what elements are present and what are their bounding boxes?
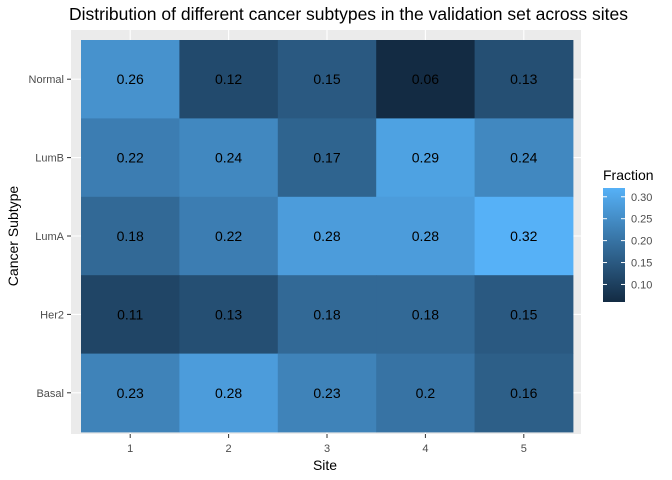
heatmap-cell [376, 275, 475, 354]
legend-tick-label: 0.10 [631, 279, 652, 291]
heatmap-cell [81, 40, 180, 119]
cell-value-label: 0.2 [416, 385, 436, 401]
x-tick-label: 5 [521, 443, 527, 455]
y-axis-title: Cancer Subtype [5, 186, 21, 287]
heatmap-cell [179, 353, 279, 433]
cell-value-label: 0.23 [313, 385, 340, 401]
heatmap-cell [81, 118, 180, 198]
heatmap-cell [277, 196, 377, 276]
legend-color-bar [603, 188, 625, 302]
y-tick-label: Normal [29, 74, 64, 86]
heatmap-cell [474, 196, 574, 276]
cell-value-label: 0.24 [510, 150, 537, 166]
x-axis-title: Site [313, 457, 337, 473]
heatmap-cell [81, 353, 180, 433]
cell-value-label: 0.06 [412, 71, 439, 87]
y-tick-label: Basal [36, 388, 64, 400]
cell-value-label: 0.22 [117, 150, 144, 166]
heatmap-cell [81, 196, 180, 276]
cell-value-label: 0.15 [313, 71, 340, 87]
cell-value-label: 0.18 [412, 306, 439, 322]
heatmap-cell [277, 118, 377, 198]
cell-value-label: 0.22 [215, 228, 242, 244]
cell-value-label: 0.29 [412, 150, 439, 166]
heatmap-cell [474, 40, 574, 119]
legend-title: Fraction [603, 167, 654, 183]
x-tick-label: 1 [127, 443, 133, 455]
y-tick-label: Her2 [40, 309, 64, 321]
heatmap-cell [376, 353, 475, 433]
legend-tick-label: 0.30 [631, 192, 652, 204]
heatmap-cell-labels: 0.26 0.12 0.15 0.06 0.13 0.22 0.24 0.17 0.29 0.24… [117, 71, 538, 401]
cell-value-label: 0.13 [510, 71, 537, 87]
y-tick-label: LumB [35, 153, 64, 165]
heatmap-cell [376, 196, 475, 276]
heatmap-cell [179, 40, 279, 119]
heatmap-cell [474, 353, 574, 433]
heatmap-cell [474, 118, 574, 198]
x-tick-label: 2 [226, 443, 232, 455]
legend-ticks: 0.30 0.25 0.20 0.15 0.10 [603, 192, 652, 291]
cell-value-label: 0.18 [117, 228, 144, 244]
legend-tick-label: 0.25 [631, 214, 652, 226]
y-axis-ticks: Normal LumB LumA Her2 Basal [29, 74, 71, 400]
heatmap-cell [376, 40, 475, 119]
heatmap-cell [474, 275, 574, 354]
cell-value-label: 0.11 [117, 306, 143, 322]
heatmap-cell [179, 275, 279, 354]
heatmap-cell [179, 196, 279, 276]
legend-tick-label: 0.20 [631, 236, 652, 248]
x-tick-label: 3 [324, 443, 330, 455]
x-axis-ticks: 1 2 3 4 5 [127, 434, 527, 455]
cell-value-label: 0.12 [215, 71, 242, 87]
cell-value-label: 0.26 [117, 71, 144, 87]
cell-value-label: 0.28 [313, 228, 340, 244]
cell-value-label: 0.24 [215, 150, 242, 166]
cell-value-label: 0.28 [412, 228, 439, 244]
heatmap-cell [277, 40, 377, 119]
y-tick-label: LumA [35, 231, 64, 243]
heatmap-cell [376, 118, 475, 198]
cell-value-label: 0.16 [510, 385, 537, 401]
chart-title: Distribution of different cancer subtype… [69, 4, 628, 24]
heatmap-cell [277, 275, 377, 354]
heatmap-cells [81, 40, 574, 433]
heatmap-cell [179, 118, 279, 198]
cell-value-label: 0.32 [510, 228, 537, 244]
cell-value-label: 0.18 [313, 306, 340, 322]
x-tick-label: 4 [422, 443, 428, 455]
cell-value-label: 0.15 [510, 306, 537, 322]
cell-value-label: 0.13 [215, 306, 242, 322]
heatmap-cell [81, 275, 180, 354]
color-legend: Fraction 0.30 0.25 0.20 0.15 0.10 [603, 167, 654, 302]
cell-value-label: 0.23 [117, 385, 144, 401]
cell-value-label: 0.17 [313, 150, 340, 166]
heatmap-cell [277, 353, 377, 433]
legend-tick-label: 0.15 [631, 258, 652, 270]
cell-value-label: 0.28 [215, 385, 242, 401]
